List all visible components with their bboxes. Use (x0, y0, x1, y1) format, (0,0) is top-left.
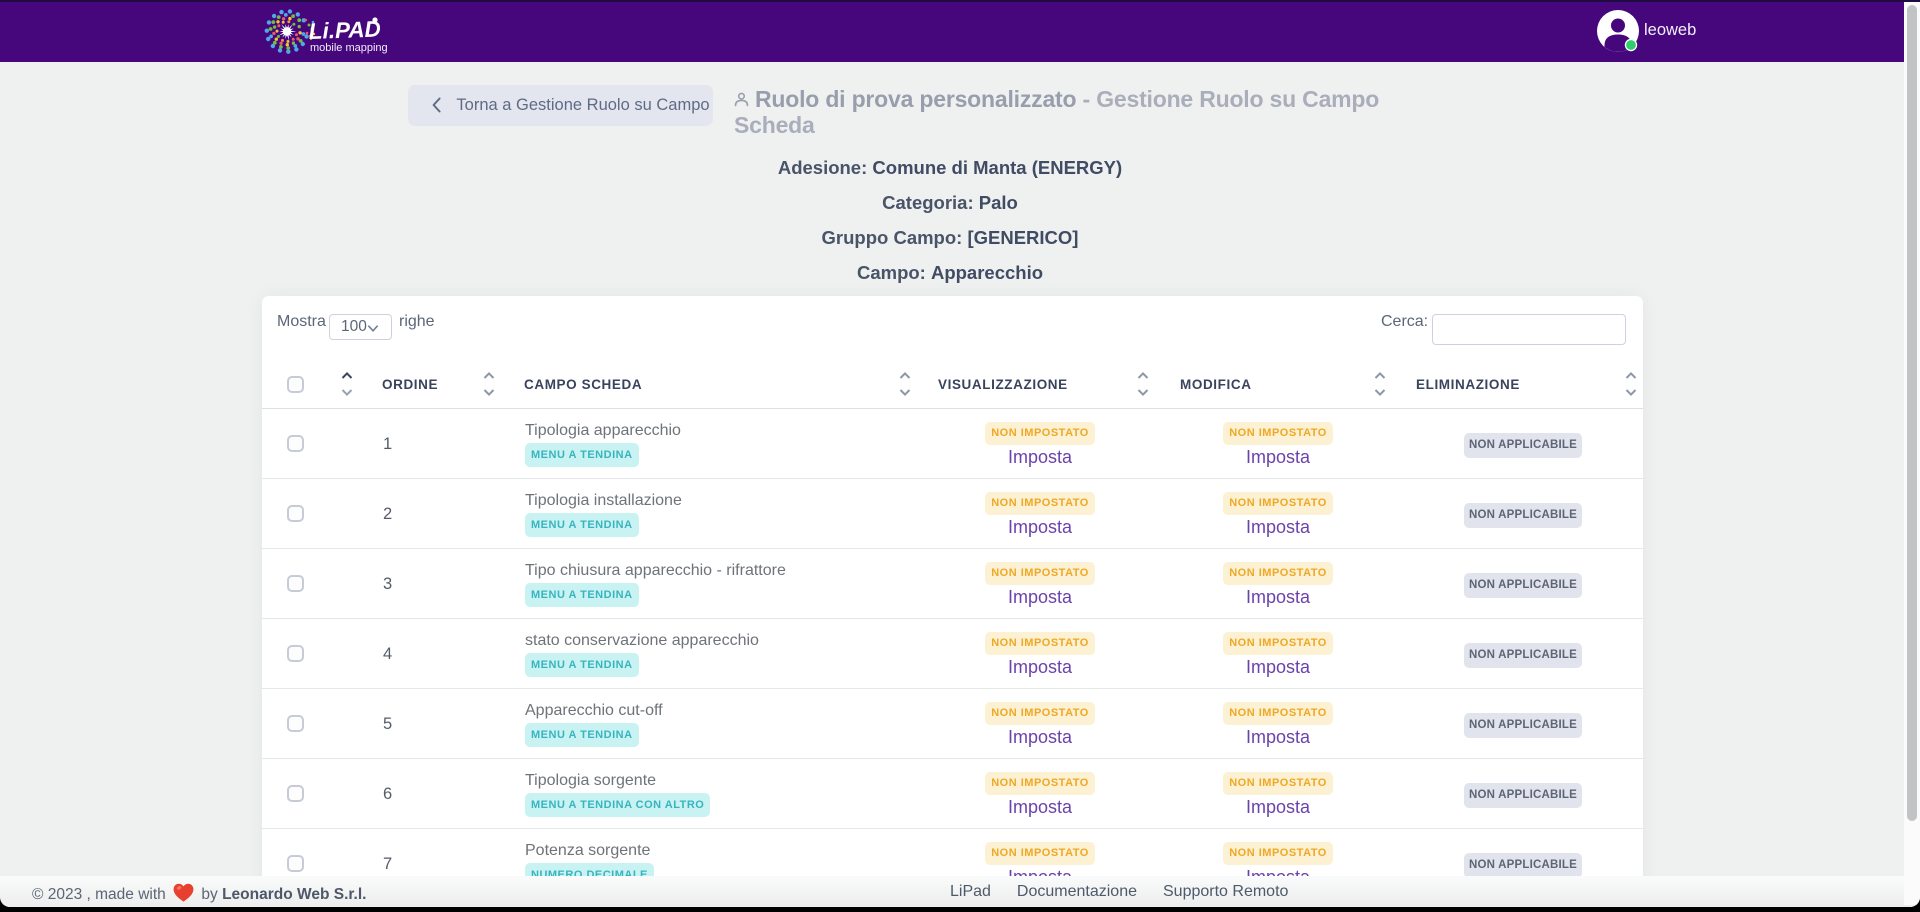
svg-text:mobile mapping: mobile mapping (310, 42, 388, 54)
svg-text:Li.PAD: Li.PAD (308, 16, 381, 44)
